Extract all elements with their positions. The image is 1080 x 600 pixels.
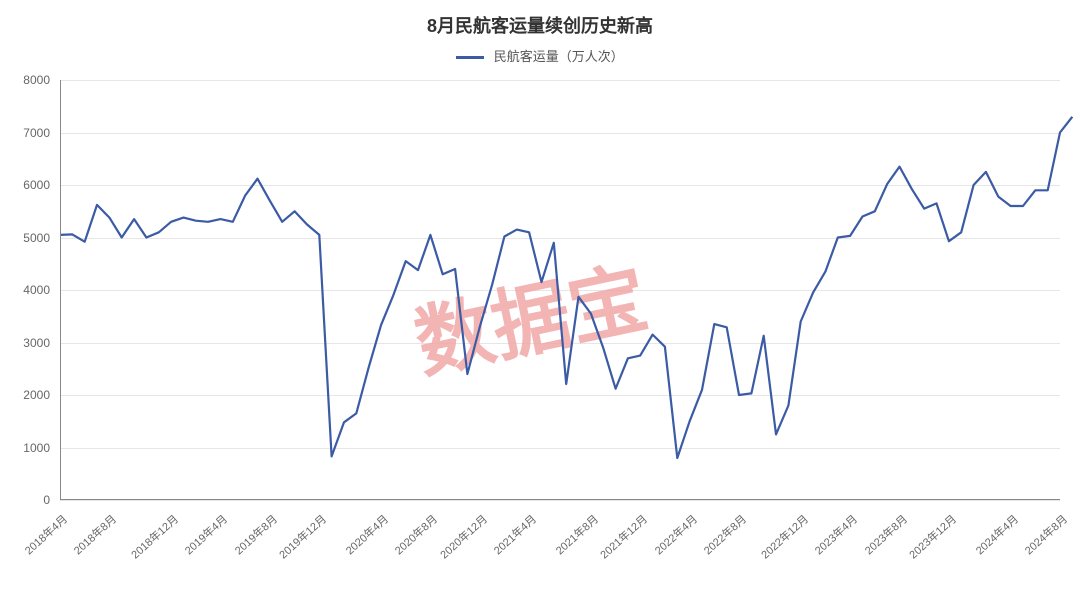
legend-line-swatch: [456, 56, 484, 59]
y-axis-line: [60, 80, 61, 500]
plot-area: 数据宝: [60, 80, 1060, 500]
y-tick-label: 4000: [23, 283, 50, 297]
y-tick-label: 6000: [23, 178, 50, 192]
x-tick-label: 2021年8月: [552, 511, 602, 558]
x-tick-label: 2024年8月: [1021, 511, 1071, 558]
x-tick-label: 2023年8月: [860, 511, 910, 558]
x-tick-label: 2020年8月: [391, 511, 441, 558]
x-tick-label: 2019年12月: [276, 511, 330, 562]
y-tick-label: 2000: [23, 388, 50, 402]
x-axis-line: [60, 499, 1060, 500]
x-tick-label: 2022年8月: [700, 511, 750, 558]
x-tick-label: 2022年12月: [757, 511, 811, 562]
chart-legend: 民航客运量（万人次）: [0, 46, 1080, 65]
chart-title: 8月民航客运量续创历史新高: [0, 12, 1080, 38]
y-tick-label: 7000: [23, 126, 50, 140]
x-tick-label: 2021年12月: [597, 511, 651, 562]
x-tick-label: 2018年8月: [70, 511, 120, 558]
x-tick-label: 2019年8月: [231, 511, 281, 558]
x-tick-label: 2020年12月: [436, 511, 490, 562]
y-tick-label: 3000: [23, 336, 50, 350]
x-tick-label: 2021年4月: [490, 511, 540, 558]
x-tick-label: 2023年12月: [905, 511, 959, 562]
x-tick-label: 2023年4月: [811, 511, 861, 558]
y-tick-label: 1000: [23, 441, 50, 455]
y-axis-labels: 010002000300040005000600070008000: [0, 80, 55, 500]
gridline: [60, 500, 1060, 501]
x-tick-label: 2019年4月: [181, 511, 231, 558]
x-axis-labels: 2018年4月2018年8月2018年12月2019年4月2019年8月2019…: [60, 505, 1060, 585]
line-chart-svg: [60, 80, 1060, 500]
x-tick-label: 2024年4月: [972, 511, 1022, 558]
data-line: [60, 117, 1072, 458]
y-tick-label: 5000: [23, 231, 50, 245]
y-tick-label: 8000: [23, 73, 50, 87]
x-tick-label: 2022年4月: [651, 511, 701, 558]
x-tick-label: 2020年4月: [342, 511, 392, 558]
y-tick-label: 0: [43, 493, 50, 507]
chart-container: 8月民航客运量续创历史新高 民航客运量（万人次） 0 1000 2000 3000 40…: [0, 0, 1080, 600]
x-tick-label: 2018年12月: [127, 511, 181, 562]
legend-label: 民航客运量（万人次）: [494, 49, 624, 64]
x-tick-label: 2018年4月: [21, 511, 71, 558]
